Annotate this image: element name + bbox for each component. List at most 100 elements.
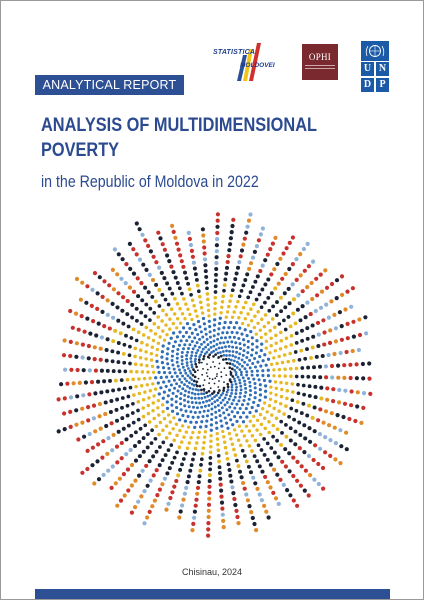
- burst-dot: [256, 360, 260, 364]
- burst-dot: [234, 392, 238, 396]
- burst-dot: [284, 336, 289, 341]
- burst-dot: [295, 503, 300, 508]
- burst-dot: [180, 358, 184, 362]
- burst-dot: [133, 478, 138, 483]
- burst-dot: [208, 330, 212, 334]
- burst-dot: [217, 471, 222, 475]
- burst-dot: [225, 354, 228, 357]
- burst-dot: [180, 380, 184, 384]
- burst-dot: [258, 412, 263, 417]
- burst-dot: [334, 278, 340, 283]
- burst-dot: [278, 402, 283, 406]
- burst-dot: [193, 375, 197, 379]
- burst-dot: [288, 438, 293, 443]
- burst-dot: [68, 424, 73, 429]
- burst-dot: [305, 241, 310, 246]
- burst-dot: [220, 346, 224, 350]
- burst-dot: [187, 367, 190, 370]
- burst-dot: [222, 353, 226, 357]
- burst-dot: [236, 464, 241, 469]
- burst-dot: [152, 311, 157, 315]
- burst-dot: [240, 403, 245, 407]
- burst-dot: [146, 290, 151, 295]
- burst-dot: [302, 268, 307, 273]
- burst-dot: [345, 336, 350, 341]
- burst-dot: [290, 262, 295, 267]
- burst-dot: [105, 337, 110, 342]
- burst-dot: [228, 236, 233, 241]
- burst-dot: [198, 337, 202, 341]
- burst-dot: [332, 351, 337, 357]
- burst-dot: [212, 328, 216, 332]
- burst-dot: [166, 347, 170, 351]
- burst-dot: [267, 420, 271, 424]
- burst-dot: [248, 366, 252, 370]
- burst-dot: [161, 344, 165, 348]
- burst-dot: [273, 496, 279, 501]
- burst-dot: [294, 331, 299, 336]
- burst-dot: [319, 385, 324, 390]
- burst-dot: [288, 324, 293, 329]
- burst-dot: [318, 305, 324, 310]
- burst-dot: [241, 376, 245, 380]
- burst-dot: [153, 332, 158, 336]
- burst-dot: [213, 405, 217, 409]
- burst-dot: [253, 396, 257, 400]
- burst-dot: [296, 391, 301, 396]
- burst-dot: [253, 386, 257, 390]
- burst-dot: [232, 326, 236, 330]
- burst-dot: [269, 336, 273, 341]
- burst-dot: [68, 308, 73, 314]
- burst-dot: [313, 395, 318, 400]
- burst-dot: [117, 476, 122, 481]
- burst-dot: [189, 435, 193, 440]
- burst-dot: [305, 336, 310, 341]
- burst-dot: [103, 412, 108, 417]
- burst-dot: [141, 414, 146, 419]
- burst-dot: [87, 431, 92, 437]
- burst-dot: [217, 327, 221, 331]
- burst-dot: [205, 337, 209, 341]
- burst-dot: [266, 368, 270, 372]
- burst-dot: [321, 486, 326, 491]
- burst-dot: [162, 338, 167, 342]
- burst-dot: [186, 384, 189, 388]
- burst-dot: [230, 367, 234, 371]
- burst-dot: [117, 387, 121, 392]
- burst-center-dot: [218, 362, 221, 365]
- burst-dot: [160, 403, 165, 407]
- burst-dot: [173, 235, 178, 240]
- burst-dot: [230, 340, 234, 344]
- burst-dot: [181, 497, 186, 502]
- burst-dot: [245, 439, 249, 443]
- burst-dot: [272, 356, 276, 360]
- burst-dot: [182, 297, 186, 301]
- burst-dot: [65, 381, 70, 386]
- burst-dot: [151, 254, 156, 259]
- burst-dot: [235, 350, 239, 354]
- burst-dot: [158, 335, 162, 339]
- burst-dot: [108, 378, 112, 383]
- burst-dot: [310, 415, 315, 420]
- burst-dot: [209, 439, 213, 443]
- burst-dot: [184, 371, 188, 375]
- burst-dot: [203, 352, 207, 356]
- burst-dot: [191, 430, 195, 435]
- burst-dot: [194, 401, 198, 405]
- burst-dot: [260, 469, 265, 474]
- burst-dot: [249, 470, 253, 475]
- burst-dot: [202, 392, 206, 396]
- burst-dot: [222, 435, 226, 439]
- burst-dot: [252, 521, 257, 527]
- burst-dot: [198, 425, 203, 429]
- burst-dot: [183, 377, 187, 381]
- burst-dot: [243, 383, 247, 386]
- burst-dot: [272, 368, 276, 372]
- burst-dot: [231, 423, 235, 427]
- burst-dot: [293, 321, 298, 326]
- burst-dot: [316, 481, 321, 487]
- burst-dot: [115, 305, 120, 310]
- burst-dot: [139, 363, 144, 367]
- burst-dot: [248, 358, 252, 362]
- burst-dot: [133, 444, 137, 448]
